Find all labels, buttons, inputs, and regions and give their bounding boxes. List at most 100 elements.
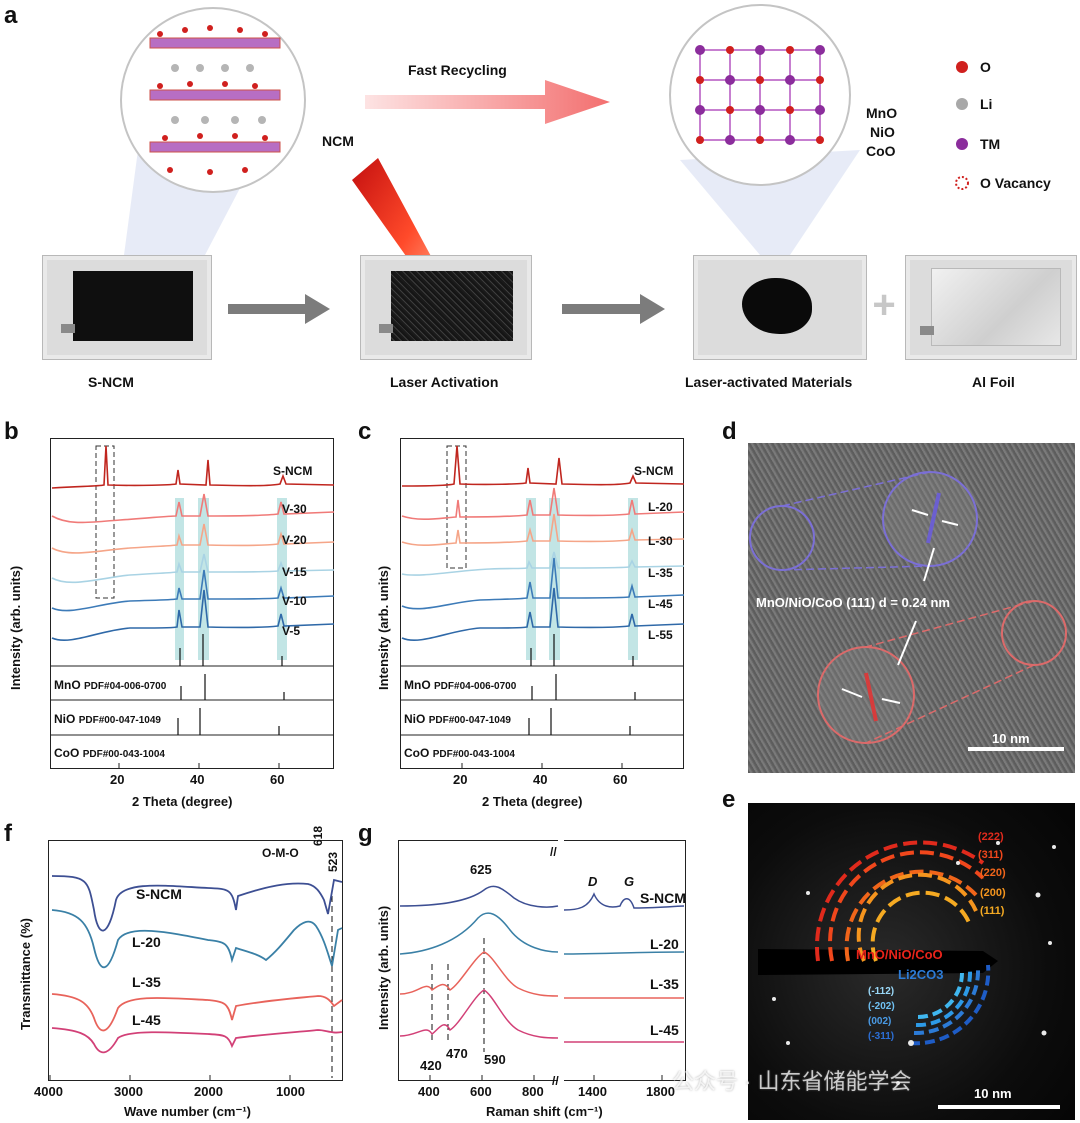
c-trace-l55 xyxy=(401,587,685,642)
b-series-1: V-30 xyxy=(282,502,307,516)
c-trace-l35 xyxy=(401,551,685,576)
b-ref-1: NiO PDF#00-047-1049 xyxy=(54,712,161,726)
g-tick-1: 600 xyxy=(470,1084,492,1099)
b-series-3: V-15 xyxy=(282,565,307,579)
f-tick-1: 3000 xyxy=(114,1084,143,1099)
tem-scalebar xyxy=(968,747,1064,751)
f-ylabel: Transmittance (%) xyxy=(18,918,33,1030)
panel-g-label: g xyxy=(358,820,373,847)
s-ncm-electrode xyxy=(73,271,193,341)
ncm-label: NCM xyxy=(322,133,354,149)
b-xlabel: 2 Theta (degree) xyxy=(132,794,233,809)
activated-powder xyxy=(742,278,812,334)
caption-laser-activation: Laser Activation xyxy=(390,374,499,390)
saed-scale-label: 10 nm xyxy=(974,1086,1012,1101)
panel-f-plot xyxy=(48,840,343,1081)
caption-laser-activated: Laser-activated Materials xyxy=(685,374,853,390)
saed-li2co3-label: Li2CO3 xyxy=(898,967,944,982)
tray-al-foil xyxy=(905,255,1077,360)
c-tick-1: 40 xyxy=(533,772,548,787)
g-tick-3: 1400 xyxy=(578,1084,607,1099)
tray-laser-activation xyxy=(360,255,532,360)
g-ylabel: Intensity (arb. units) xyxy=(376,905,391,1030)
c-series-2: L-30 xyxy=(648,534,673,548)
legend-tm-label: TM xyxy=(980,136,1001,152)
b-trace-v10 xyxy=(51,569,335,612)
b-trace-v30 xyxy=(51,493,335,524)
b-ylabel: Intensity (arb. units) xyxy=(8,565,23,690)
laser-electrode xyxy=(391,271,513,341)
plus-sign: + xyxy=(872,283,895,327)
c-series-5: L-55 xyxy=(648,628,673,642)
g-series-1: L-20 xyxy=(650,936,679,952)
panel-a-graphics: + xyxy=(120,4,969,328)
legend-vacancy-swatch xyxy=(955,176,969,190)
f-tick-0: 4000 xyxy=(34,1084,63,1099)
saed-image: (222) (311) (220) (200) (111) MnO/NiO/Co… xyxy=(748,803,1075,1120)
al-foil-sheet xyxy=(931,268,1061,346)
c-trace-s-ncm xyxy=(401,445,685,487)
saed-ring-2: (220) xyxy=(980,867,1006,879)
c-tick-0: 20 xyxy=(453,772,468,787)
g-axis-break-top: // xyxy=(550,845,557,859)
c-ylabel: Intensity (arb. units) xyxy=(376,565,391,690)
saed-ring-1: (311) xyxy=(978,849,1004,861)
process-arrow-2 xyxy=(562,294,665,324)
caption-s-ncm: S-NCM xyxy=(88,374,134,390)
legend-tm-swatch xyxy=(956,138,968,150)
g-p470: 470 xyxy=(446,1046,468,1061)
c-ref-0: MnO PDF#04-006-0700 xyxy=(404,678,517,692)
legend-li-label: Li xyxy=(980,96,993,112)
tem-zoom-circle-top xyxy=(882,471,978,567)
saed-scalebar xyxy=(938,1105,1060,1109)
b-trace-v5 xyxy=(51,589,335,642)
ncm-layers xyxy=(149,25,281,175)
b-tick-2: 60 xyxy=(270,772,285,787)
c-trace-l20 xyxy=(401,487,685,521)
tem-image: MnO/NiO/CoO (111) d = 0.24 nm 10 nm xyxy=(748,443,1075,773)
panel-b-label: b xyxy=(4,418,19,445)
saed-li-ring-0: (-112) xyxy=(868,986,895,997)
g-series-0: S-NCM xyxy=(640,890,686,906)
g-tick-0: 400 xyxy=(418,1084,440,1099)
panel-c-label: c xyxy=(358,418,372,445)
tem-scale-label: 10 nm xyxy=(992,731,1030,746)
legend-o-swatch xyxy=(956,61,968,73)
tem-annotation: MnO/NiO/CoO (111) d = 0.24 nm xyxy=(756,595,950,610)
oxide-label-2: CoO xyxy=(866,143,896,159)
panel-g-plot xyxy=(398,840,686,1082)
g-trace-s-ncm xyxy=(399,885,685,911)
panel-c-plot xyxy=(400,438,685,769)
f-series-3: L-45 xyxy=(132,1012,161,1028)
c-series-3: L-35 xyxy=(648,566,673,580)
b-trace-s-ncm xyxy=(51,445,335,489)
g-trace-l35 xyxy=(399,951,684,999)
watermark: 公众号 · 山东省储能学会 xyxy=(672,1069,912,1094)
saed-ring-4: (111) xyxy=(980,905,1005,917)
b-tick-0: 20 xyxy=(110,772,125,787)
fast-recycling-label: Fast Recycling xyxy=(408,62,507,78)
panel-e-label: e xyxy=(722,786,736,813)
tray-laser-activated xyxy=(693,255,867,360)
g-tick-4: 1800 xyxy=(646,1084,675,1099)
g-series-2: L-35 xyxy=(650,976,679,992)
legend-o-label: O xyxy=(980,59,991,75)
g-G: G xyxy=(624,874,635,889)
g-p625: 625 xyxy=(470,862,492,877)
g-xlabel: Raman shift (cm⁻¹) xyxy=(486,1104,603,1119)
panel-f-label: f xyxy=(4,820,12,847)
tray-s-ncm xyxy=(42,255,212,360)
g-p420: 420 xyxy=(420,1058,442,1073)
oxide-label-0: MnO xyxy=(866,105,898,121)
f-series-0: S-NCM xyxy=(136,886,182,902)
c-tick-2: 60 xyxy=(613,772,628,787)
saed-oxide-label: MnO/NiO/CoO xyxy=(856,947,943,962)
f-trace-l20 xyxy=(51,909,343,969)
panel-b-plot xyxy=(50,438,335,769)
panel-a-label: a xyxy=(4,2,18,29)
b-ref-0: MnO PDF#04-006-0700 xyxy=(54,678,167,692)
f-omo: O-M-O xyxy=(262,846,299,860)
g-D: D xyxy=(588,874,598,889)
c-ref-1: NiO PDF#00-047-1049 xyxy=(404,712,511,726)
oxide-label-1: NiO xyxy=(870,124,895,140)
